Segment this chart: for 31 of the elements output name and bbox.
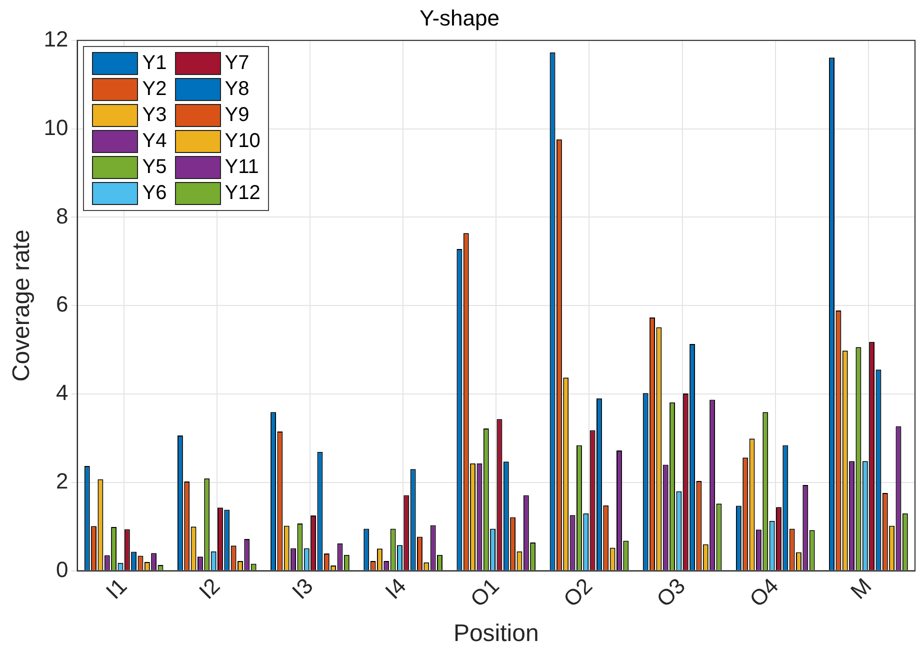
x-tick-label: I2: [194, 573, 225, 604]
x-tick-label: O2: [558, 573, 598, 612]
legend-label: Y2: [142, 78, 167, 102]
legend-label: Y3: [142, 104, 167, 128]
x-tick-label: I1: [100, 573, 132, 604]
legend-label: Y9: [224, 104, 250, 128]
y-axis-title: Coverage rate: [8, 230, 36, 382]
x-tick-label: I3: [287, 573, 318, 604]
y-tick-label: 10: [44, 114, 68, 140]
legend-label: Y7: [224, 52, 250, 76]
x-tick-label: M: [846, 573, 876, 604]
x-tick-label: O1: [466, 573, 504, 612]
legend-label: Y12: [224, 182, 260, 206]
legend-label: Y6: [142, 182, 167, 206]
x-tick-label: O3: [652, 573, 690, 612]
y-tick-label: 0: [56, 556, 68, 582]
x-tick-label: I4: [380, 573, 411, 604]
y-tick-label: 12: [44, 26, 68, 52]
y-tick-label: 4: [56, 380, 68, 406]
legend-label: Y10: [224, 130, 260, 154]
y-tick-label: 8: [56, 203, 68, 228]
y-tick-label: 6: [56, 292, 68, 317]
chart-title: Y-shape: [420, 5, 500, 30]
legend-label: Y8: [224, 78, 250, 102]
x-tick-label: O4: [744, 573, 784, 612]
legend-label: Y1: [142, 52, 167, 76]
x-axis-title: Position: [453, 620, 539, 648]
legend-label: Y4: [142, 130, 167, 154]
y-tick-label: 2: [56, 468, 68, 494]
legend-label: Y11: [224, 156, 259, 180]
legend-label: Y5: [142, 156, 167, 180]
